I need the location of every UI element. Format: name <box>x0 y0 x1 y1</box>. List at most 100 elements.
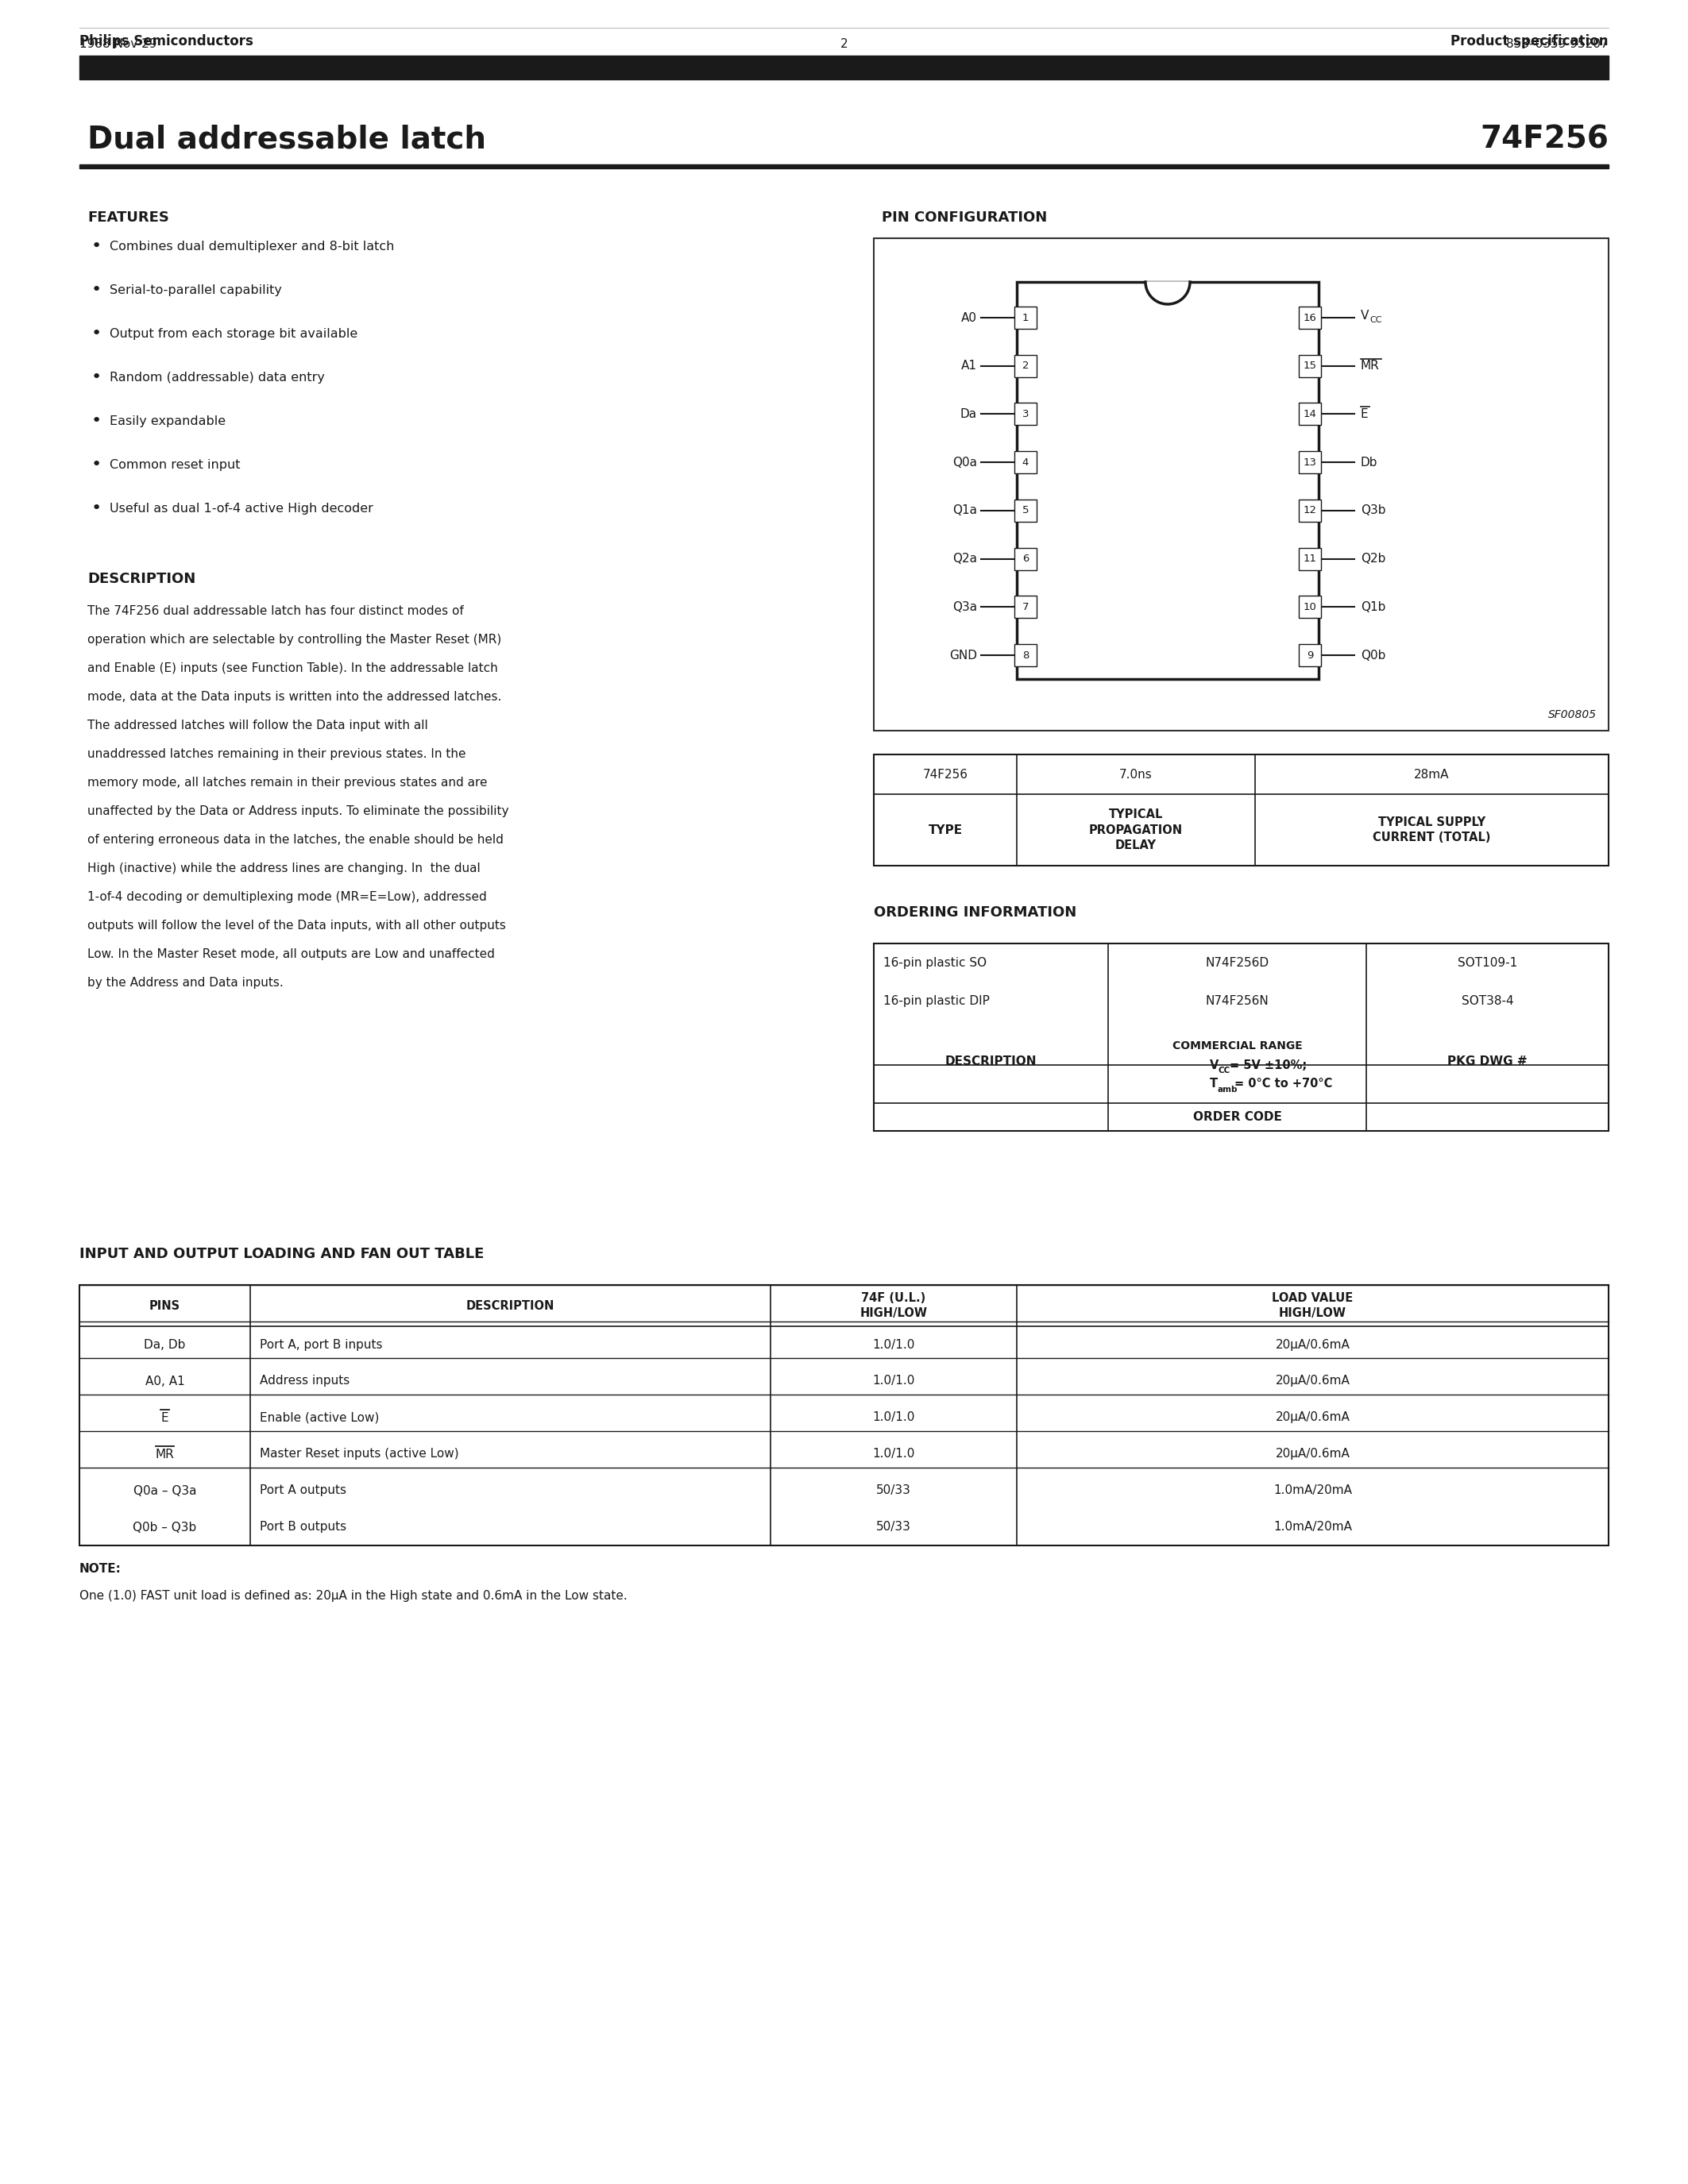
Text: 74F256: 74F256 <box>1480 124 1609 155</box>
Text: TYPICAL
PROPAGATION
DELAY: TYPICAL PROPAGATION DELAY <box>1089 808 1183 852</box>
Bar <box>1014 404 1036 426</box>
Text: 13: 13 <box>1303 456 1317 467</box>
Text: ORDERING INFORMATION: ORDERING INFORMATION <box>874 906 1077 919</box>
Text: Low. In the Master Reset mode, all outputs are Low and unaffected: Low. In the Master Reset mode, all outpu… <box>88 948 495 961</box>
Text: Port B outputs: Port B outputs <box>260 1522 346 1533</box>
Text: DESCRIPTION: DESCRIPTION <box>945 1055 1036 1068</box>
Text: •: • <box>91 282 101 297</box>
Bar <box>1014 500 1036 522</box>
Text: amb: amb <box>1217 1085 1237 1094</box>
Text: The addressed latches will follow the Data input with all: The addressed latches will follow the Da… <box>88 719 429 732</box>
Text: Q1b: Q1b <box>1361 601 1386 614</box>
Text: •: • <box>91 500 101 515</box>
Text: 1.0/1.0: 1.0/1.0 <box>873 1339 915 1350</box>
Text: unaddressed latches remaining in their previous states. In the: unaddressed latches remaining in their p… <box>88 749 466 760</box>
Bar <box>1014 354 1036 378</box>
Text: SOT109-1: SOT109-1 <box>1457 957 1518 968</box>
Text: TYPE: TYPE <box>928 823 962 836</box>
Text: PINS: PINS <box>149 1299 181 1313</box>
Text: and Enable (E) inputs (see Function Table). In the addressable latch: and Enable (E) inputs (see Function Tabl… <box>88 662 498 675</box>
Text: Q2b: Q2b <box>1361 553 1386 566</box>
Bar <box>1298 354 1322 378</box>
Text: DESCRIPTION: DESCRIPTION <box>88 572 196 585</box>
Text: CC: CC <box>1219 1066 1231 1075</box>
Text: 6: 6 <box>1023 553 1030 563</box>
Text: A0: A0 <box>960 312 977 323</box>
Text: 7.0ns: 7.0ns <box>1119 769 1153 780</box>
Text: 9: 9 <box>1307 651 1313 660</box>
Bar <box>79 55 1609 79</box>
Text: PIN CONFIGURATION: PIN CONFIGURATION <box>881 210 1047 225</box>
Text: Port A, port B inputs: Port A, port B inputs <box>260 1339 383 1350</box>
Text: Q2a: Q2a <box>952 553 977 566</box>
Text: 12: 12 <box>1303 505 1317 515</box>
Bar <box>1298 596 1322 618</box>
Text: GND: GND <box>949 649 977 662</box>
Text: Philips Semiconductors: Philips Semiconductors <box>79 35 253 48</box>
Text: mode, data at the Data inputs is written into the addressed latches.: mode, data at the Data inputs is written… <box>88 690 501 703</box>
Text: 1988 Nov 29: 1988 Nov 29 <box>79 37 157 50</box>
Text: 853–0359 95207: 853–0359 95207 <box>1506 37 1609 50</box>
Text: 11: 11 <box>1303 553 1317 563</box>
Text: Da, Db: Da, Db <box>143 1339 186 1350</box>
Text: A1: A1 <box>960 360 977 371</box>
Text: One (1.0) FAST unit load is defined as: 20μA in the High state and 0.6mA in the : One (1.0) FAST unit load is defined as: … <box>79 1590 628 1601</box>
Text: 50/33: 50/33 <box>876 1522 912 1533</box>
Text: Q0b – Q3b: Q0b – Q3b <box>133 1522 197 1533</box>
Text: 2: 2 <box>1023 360 1030 371</box>
Text: 1.0/1.0: 1.0/1.0 <box>873 1448 915 1461</box>
Text: INPUT AND OUTPUT LOADING AND FAN OUT TABLE: INPUT AND OUTPUT LOADING AND FAN OUT TAB… <box>79 1247 484 1260</box>
Text: Dual addressable latch: Dual addressable latch <box>88 124 486 155</box>
Text: COMMERCIAL RANGE: COMMERCIAL RANGE <box>1171 1040 1301 1051</box>
Text: 1.0mA/20mA: 1.0mA/20mA <box>1273 1485 1352 1496</box>
Text: A0, A1: A0, A1 <box>145 1376 184 1387</box>
Text: T: T <box>1209 1077 1217 1090</box>
Bar <box>1014 452 1036 474</box>
Text: N74F256N: N74F256N <box>1205 994 1269 1007</box>
Bar <box>874 238 1609 732</box>
Bar <box>1014 596 1036 618</box>
Text: Serial-to-parallel capability: Serial-to-parallel capability <box>110 284 282 295</box>
Bar <box>79 1284 1609 1546</box>
Text: TYPICAL SUPPLY
CURRENT (TOTAL): TYPICAL SUPPLY CURRENT (TOTAL) <box>1372 817 1491 843</box>
Text: MR: MR <box>155 1448 174 1461</box>
Text: 4: 4 <box>1023 456 1030 467</box>
Bar <box>1298 548 1322 570</box>
Text: The 74F256 dual addressable latch has four distinct modes of: The 74F256 dual addressable latch has fo… <box>88 605 464 618</box>
Text: Q0a: Q0a <box>952 456 977 467</box>
Text: •: • <box>91 325 101 341</box>
Text: MR: MR <box>1361 360 1379 371</box>
Text: 8: 8 <box>1023 651 1030 660</box>
Text: 20μA/0.6mA: 20μA/0.6mA <box>1276 1448 1350 1461</box>
Text: Q3b: Q3b <box>1361 505 1386 515</box>
Polygon shape <box>1146 282 1190 304</box>
Text: outputs will follow the level of the Data inputs, with all other outputs: outputs will follow the level of the Dat… <box>88 919 506 933</box>
Text: •: • <box>91 369 101 384</box>
Text: Combines dual demultiplexer and 8-bit latch: Combines dual demultiplexer and 8-bit la… <box>110 240 395 251</box>
Text: FEATURES: FEATURES <box>88 210 169 225</box>
Text: Db: Db <box>1361 456 1377 467</box>
Text: 7: 7 <box>1023 603 1030 612</box>
Bar <box>874 943 1609 1131</box>
Text: 15: 15 <box>1303 360 1317 371</box>
Bar <box>1016 282 1318 679</box>
Text: 10: 10 <box>1303 603 1317 612</box>
Text: Q3a: Q3a <box>952 601 977 614</box>
Text: 28mA: 28mA <box>1415 769 1450 780</box>
Text: Address inputs: Address inputs <box>260 1376 349 1387</box>
Text: 14: 14 <box>1303 408 1317 419</box>
Text: 1.0/1.0: 1.0/1.0 <box>873 1411 915 1424</box>
Text: CC: CC <box>1369 317 1382 323</box>
Text: by the Address and Data inputs.: by the Address and Data inputs. <box>88 976 284 989</box>
Text: V: V <box>1209 1059 1219 1072</box>
Text: V: V <box>1361 310 1369 321</box>
Bar <box>1298 644 1322 666</box>
Bar <box>1014 644 1036 666</box>
Text: DESCRIPTION: DESCRIPTION <box>466 1299 555 1313</box>
Text: 16-pin plastic DIP: 16-pin plastic DIP <box>883 994 989 1007</box>
Text: 74F (U.L.)
HIGH/LOW: 74F (U.L.) HIGH/LOW <box>859 1293 927 1319</box>
Text: N74F256D: N74F256D <box>1205 957 1269 968</box>
Text: Master Reset inputs (active Low): Master Reset inputs (active Low) <box>260 1448 459 1461</box>
Text: •: • <box>91 456 101 472</box>
Text: = 5V ±10%;: = 5V ±10%; <box>1229 1059 1307 1072</box>
